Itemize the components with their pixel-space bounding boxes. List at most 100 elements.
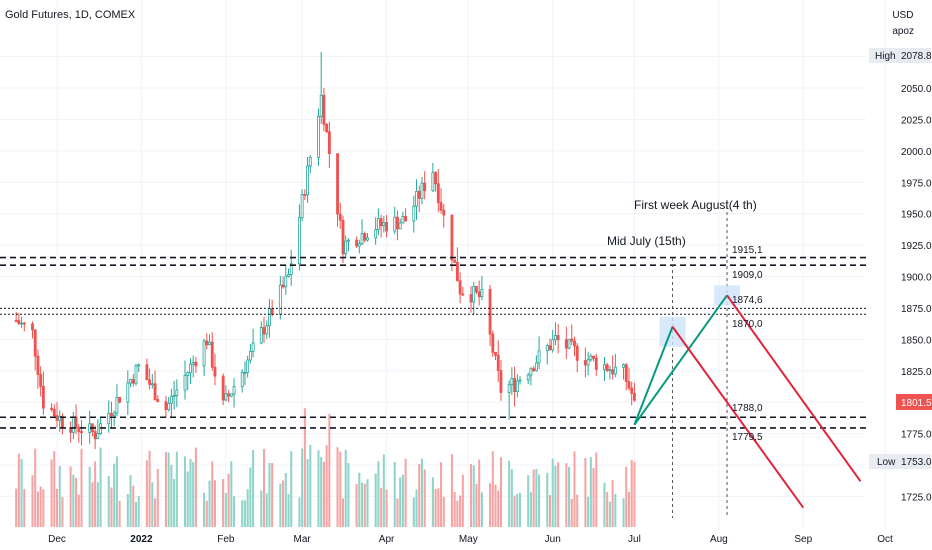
candle-body-1 — [17, 320, 21, 325]
candle-body-52 — [210, 341, 214, 368]
volume-bar-58 — [233, 496, 236, 527]
candle-body-30 — [129, 379, 132, 384]
candle-body-46 — [189, 363, 192, 374]
candle-body-57 — [229, 393, 233, 397]
volume-bar-95 — [377, 461, 380, 527]
price-tick-8: 1850.0 — [901, 335, 932, 346]
candle-body-73 — [289, 263, 293, 275]
candle-body-101 — [398, 222, 402, 230]
volume-bar-116 — [456, 500, 459, 527]
volume-bar-122 — [478, 459, 481, 527]
projection-up-1 — [633, 326, 674, 426]
volume-bar-53 — [213, 480, 216, 527]
candle-body-32 — [134, 365, 138, 384]
volume-bar-76 — [303, 408, 306, 527]
volume-bar-132 — [516, 493, 519, 527]
candle-body-153 — [594, 357, 598, 370]
volume-bar-121 — [475, 484, 478, 527]
candle-body-0 — [14, 320, 18, 322]
volume-bar-141 — [551, 458, 554, 527]
time-tick-2: Feb — [217, 534, 235, 545]
volume-bar-4 — [31, 475, 34, 527]
volume-bar-86 — [341, 498, 345, 527]
price-tick-7: 1875.0 — [901, 304, 932, 315]
candle-body-25 — [110, 413, 113, 416]
volume-bar-52 — [211, 461, 214, 527]
candle-body-94 — [374, 229, 378, 239]
time-tick-6: Jun — [545, 534, 561, 545]
horizontal-levels — [0, 256, 866, 429]
currency-block: USD apoz — [892, 8, 914, 40]
candle-body-131 — [513, 378, 517, 392]
time-axis[interactable]: Dec 2022 Feb Mar Apr May Jun Jul Aug Sep Oct — [48, 534, 893, 545]
candle-body-70 — [281, 284, 285, 288]
volume-bar-73 — [290, 451, 293, 527]
volume-bar-88 — [347, 463, 350, 527]
candle-body-99 — [393, 216, 397, 232]
candle-body-74 — [297, 217, 301, 265]
candle-body-63 — [251, 342, 255, 352]
volume-bar-59 — [241, 500, 244, 527]
volume-bar-78 — [309, 445, 312, 527]
volume-bar-85 — [339, 451, 342, 527]
volume-bar-34 — [145, 460, 148, 527]
candle-body-124 — [488, 288, 492, 335]
candle-body-49 — [202, 340, 206, 367]
candle-body-35 — [148, 379, 152, 385]
candle-body-27 — [115, 396, 119, 414]
low-value: 1753.0 — [901, 457, 932, 468]
volume-bar-56 — [227, 473, 230, 527]
volume-bar-91 — [361, 482, 364, 527]
high-value: 2078.8 — [901, 51, 932, 62]
volume-bar-69 — [279, 483, 282, 527]
volume-bar-68 — [271, 463, 274, 527]
price-tick-1: 2025.0 — [901, 115, 932, 126]
volume-bar-124 — [489, 483, 492, 527]
candle-body-9 — [50, 407, 53, 410]
candle-body-115 — [453, 259, 457, 263]
candle-body-130 — [510, 378, 514, 386]
candle-body-120 — [472, 286, 476, 303]
volume-bar-108 — [423, 469, 426, 527]
candle-body-139 — [545, 345, 549, 352]
candle-body-79 — [317, 116, 320, 158]
candle-body-43 — [175, 389, 179, 396]
candle-body-78 — [308, 156, 312, 167]
volume-bar-45 — [186, 471, 189, 527]
price-tick-10: 1775.0 — [901, 430, 932, 441]
candle-body-119 — [469, 294, 473, 303]
candle-body-91 — [360, 233, 364, 245]
candle-body-51 — [208, 341, 211, 346]
price-tick-6: 1900.0 — [901, 273, 932, 284]
volume-bar-35 — [148, 450, 151, 527]
candle-body-12 — [58, 416, 62, 421]
candle-body-96 — [379, 218, 383, 227]
candle-body-69 — [278, 284, 282, 315]
annotation-mid-july: Mid July (15th) — [607, 234, 686, 248]
volume-bar-65 — [262, 448, 266, 527]
annotation-first-week-august: First week August(4 th) — [634, 198, 757, 212]
volume-bar-146 — [570, 498, 573, 527]
volume-bar-36 — [151, 482, 154, 527]
volume-bar-147 — [573, 451, 576, 527]
level-label-1779: 1779,5 — [732, 432, 763, 443]
volume-bar-7 — [39, 486, 42, 527]
volume-bar-71 — [284, 473, 287, 527]
price-axis[interactable]: 2050.0 2025.0 2000.0 1975.0 1950.0 1925.0 1900… — [901, 84, 932, 503]
volume-bar-162 — [630, 460, 633, 527]
candle-body-149 — [583, 359, 587, 366]
candle-body-65 — [262, 327, 266, 335]
candle-body-10 — [52, 408, 56, 417]
volume-bar-161 — [627, 491, 630, 527]
volume-bar-159 — [622, 498, 625, 527]
candle-body-85 — [338, 213, 342, 221]
volume-bar-140 — [548, 495, 552, 527]
candle-body-156 — [608, 369, 612, 372]
candle-body-21 — [93, 431, 97, 440]
volume-bar-87 — [344, 449, 347, 527]
volume-bar-24 — [107, 476, 110, 527]
volume-bar-22 — [96, 482, 99, 527]
candle-body-155 — [605, 364, 609, 371]
candle-body-3 — [22, 322, 26, 325]
